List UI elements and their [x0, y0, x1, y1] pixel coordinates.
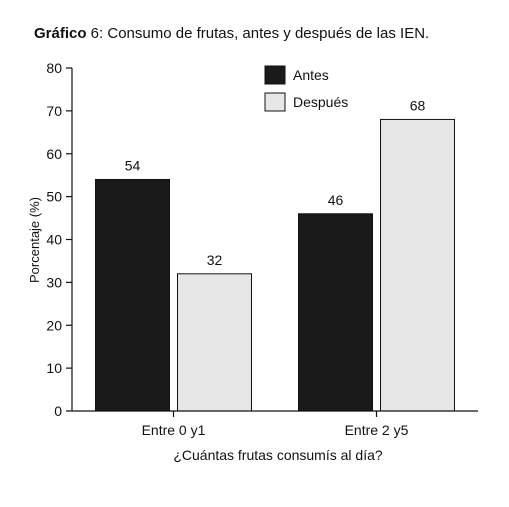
- bar: [95, 178, 170, 412]
- x-tick-label: Entre 0 y1: [142, 422, 206, 438]
- y-axis: 0 10 20 30 40 50 60 70 80: [46, 60, 73, 419]
- bar-value-label: 46: [328, 192, 344, 208]
- legend: Antes Después: [264, 65, 348, 112]
- y-tick-label: 30: [46, 274, 62, 290]
- y-tick-label: 10: [46, 360, 62, 376]
- y-tick-label: 80: [46, 60, 62, 76]
- y-tick-label: 60: [46, 146, 62, 162]
- bar: [177, 273, 252, 412]
- legend-label: Antes: [293, 67, 329, 83]
- legend-swatch: [264, 92, 286, 112]
- chart-title: Gráfico 6: Consumo de frutas, antes y de…: [34, 25, 429, 42]
- x-axis-label: ¿Cuántas frutas consumís al día?: [173, 447, 383, 463]
- x-axis: Entre 0 y1 Entre 2 y5: [72, 410, 478, 438]
- bar: [298, 213, 373, 412]
- y-tick-label: 70: [46, 103, 62, 119]
- bar-value-label: 54: [125, 157, 141, 173]
- y-tick-label: 0: [54, 403, 62, 419]
- y-axis-label: Porcentaje (%): [27, 197, 42, 283]
- y-tick-label: 20: [46, 317, 62, 333]
- y-tick-label: 40: [46, 232, 62, 248]
- y-tick-label: 50: [46, 189, 62, 205]
- chart-title-prefix: Gráfico: [34, 25, 87, 42]
- x-tick-label: Entre 2 y5: [345, 422, 409, 438]
- bar-value-label: 68: [410, 97, 426, 113]
- bar-value-label: 32: [207, 252, 223, 268]
- chart-title-rest: 6: Consumo de frutas, antes y después de…: [87, 25, 430, 42]
- bars: [95, 118, 455, 412]
- bar-value-labels: 54 32 46 68: [125, 97, 426, 267]
- legend-swatch: [264, 65, 286, 85]
- bar: [380, 118, 455, 412]
- legend-label: Después: [293, 94, 348, 110]
